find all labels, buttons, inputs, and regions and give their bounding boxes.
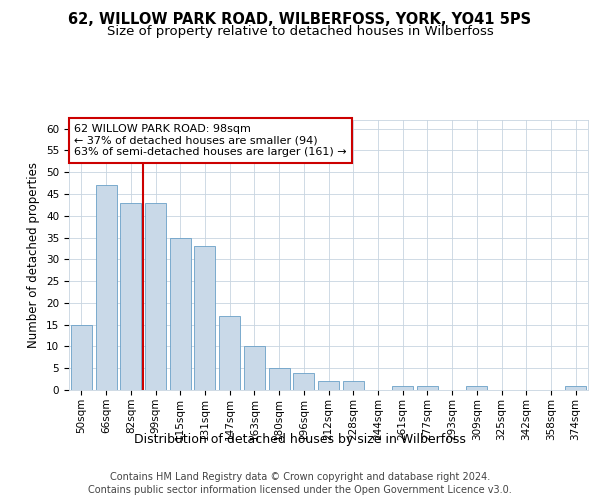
- Bar: [293, 372, 314, 390]
- Bar: [318, 382, 339, 390]
- Text: Contains public sector information licensed under the Open Government Licence v3: Contains public sector information licen…: [88, 485, 512, 495]
- Bar: [343, 382, 364, 390]
- Text: Size of property relative to detached houses in Wilberfoss: Size of property relative to detached ho…: [107, 25, 493, 38]
- Bar: [71, 324, 92, 390]
- Bar: [565, 386, 586, 390]
- Y-axis label: Number of detached properties: Number of detached properties: [28, 162, 40, 348]
- Text: 62 WILLOW PARK ROAD: 98sqm
← 37% of detached houses are smaller (94)
63% of semi: 62 WILLOW PARK ROAD: 98sqm ← 37% of deta…: [74, 124, 347, 157]
- Bar: [466, 386, 487, 390]
- Text: Distribution of detached houses by size in Wilberfoss: Distribution of detached houses by size …: [134, 432, 466, 446]
- Bar: [194, 246, 215, 390]
- Bar: [95, 186, 116, 390]
- Bar: [219, 316, 240, 390]
- Text: 62, WILLOW PARK ROAD, WILBERFOSS, YORK, YO41 5PS: 62, WILLOW PARK ROAD, WILBERFOSS, YORK, …: [68, 12, 532, 28]
- Bar: [392, 386, 413, 390]
- Bar: [269, 368, 290, 390]
- Text: Contains HM Land Registry data © Crown copyright and database right 2024.: Contains HM Land Registry data © Crown c…: [110, 472, 490, 482]
- Bar: [120, 202, 141, 390]
- Bar: [417, 386, 438, 390]
- Bar: [170, 238, 191, 390]
- Bar: [145, 202, 166, 390]
- Bar: [244, 346, 265, 390]
